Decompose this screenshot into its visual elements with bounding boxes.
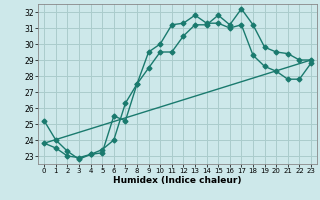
X-axis label: Humidex (Indice chaleur): Humidex (Indice chaleur) bbox=[113, 176, 242, 185]
